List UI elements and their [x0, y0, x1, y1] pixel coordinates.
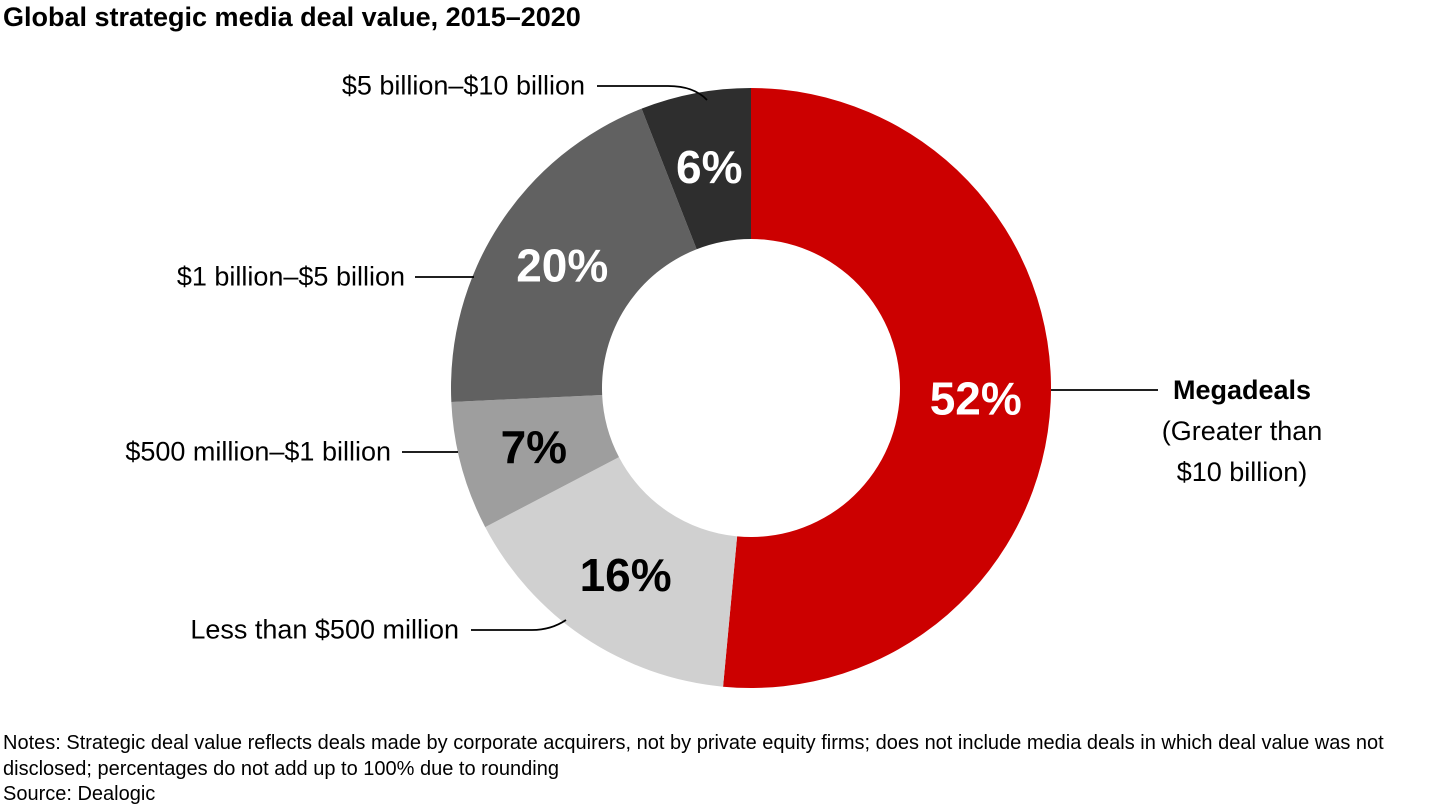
slice-label-500m-1b: $500 million–$1 billion	[125, 436, 391, 467]
slice-label-5b-10b: $5 billion–$10 billion	[341, 70, 585, 101]
chart-title: Global strategic media deal value, 2015–…	[3, 2, 581, 32]
segment-value-labels: 52% 16% 7% 20% 6%	[501, 141, 1022, 601]
chart-notes: Notes: Strategic deal value reflects dea…	[3, 732, 1384, 780]
leader-line-5b-10b	[597, 85, 708, 101]
segment-value-label-4: 6%	[676, 141, 742, 193]
segment-value-label-1: 16%	[580, 549, 672, 601]
megadeals-label-sub1: (Greater than	[1161, 416, 1323, 446]
donut-segment-2	[451, 394, 619, 528]
slice-label-1b-5b: $1 billion–$5 billion	[176, 261, 405, 292]
segment-value-label-3: 20%	[516, 240, 608, 292]
slice-label-less-500m: Less than $500 million	[190, 614, 459, 645]
donut-segment-4	[641, 88, 751, 250]
donut-segments	[451, 88, 1051, 688]
leader-lines	[402, 85, 1158, 631]
megadeals-label-sub2: $10 billion)	[1176, 457, 1308, 487]
donut-segment-1	[485, 457, 738, 687]
donut-segment-3	[451, 108, 697, 402]
segment-value-label-0: 52%	[930, 372, 1022, 424]
leader-line-less-500m	[471, 619, 567, 631]
megadeals-label-title: Megadeals	[1172, 375, 1312, 405]
slice-label-megadeals: Megadeals (Greater than $10 billion)	[1162, 370, 1323, 493]
segment-value-label-2: 7%	[501, 421, 567, 473]
chart-source: Source: Dealogic	[3, 783, 156, 805]
donut-segment-0	[723, 88, 1051, 688]
